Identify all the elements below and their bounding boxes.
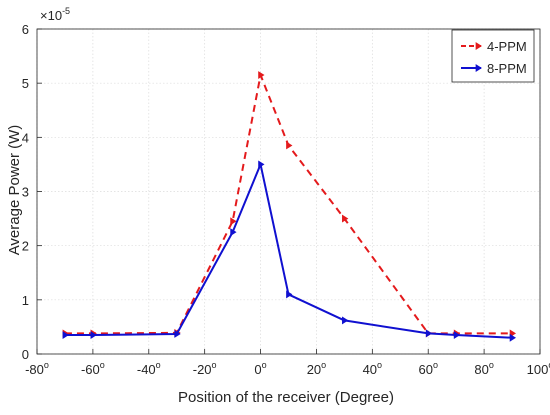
data-series	[62, 71, 517, 342]
y-tick-label: 4	[22, 130, 29, 145]
data-point-8-ppm	[62, 331, 69, 339]
legend-marker-4-ppm	[475, 42, 482, 50]
data-point-4-ppm	[230, 217, 237, 226]
data-point-8-ppm	[342, 316, 349, 325]
data-point-8-ppm	[509, 333, 517, 342]
y-tick-label: 1	[22, 293, 29, 308]
x-tick-label: 60o	[418, 360, 437, 377]
data-point-8-ppm	[453, 331, 461, 339]
x-tick-label: -80o	[25, 360, 49, 377]
legend-label-8-ppm: 8-PPM	[487, 61, 527, 76]
data-point-4-ppm	[286, 141, 293, 150]
x-tick-label: 100o	[527, 360, 550, 377]
y-tick-label: 6	[22, 22, 29, 37]
y-tick-label: 3	[22, 185, 29, 200]
legend-box	[451, 29, 535, 83]
data-point-8-ppm	[258, 160, 265, 169]
data-point-4-ppm	[258, 71, 265, 79]
data-point-8-ppm	[286, 290, 293, 299]
data-point-8-ppm	[230, 228, 237, 237]
y-tick-label: 5	[22, 76, 29, 91]
data-point-8-ppm	[174, 330, 181, 338]
axis-ticks: -80o -60o -40o -20o 0o 20o 40o 60o 80o 100o 0 1 2 3 4 5…	[22, 22, 550, 377]
data-point-4-ppm	[342, 214, 349, 223]
x-tick-label: 40o	[363, 360, 382, 377]
y-axis-title: Average Power (W)	[6, 125, 23, 256]
x-tick-label: 20o	[307, 360, 326, 377]
x-axis-title: Position of the receiver (Degree)	[178, 389, 394, 406]
data-point-8-ppm	[90, 331, 97, 339]
x-tick-label: 80o	[474, 360, 493, 377]
x-tick-label: -40o	[137, 360, 161, 377]
data-point-8-ppm	[425, 329, 433, 338]
series-8-ppm	[62, 160, 517, 342]
legend-label-4-ppm: 4-PPM	[487, 39, 527, 54]
legend-marker-8-ppm	[475, 64, 482, 72]
x-tick-label: -60o	[81, 360, 105, 377]
x-tick-label: 0o	[254, 360, 266, 377]
legend: 4-PPM 8-PPM	[451, 29, 535, 83]
series-line-8-ppm	[64, 163, 513, 339]
y-tick-label: 0	[22, 347, 29, 362]
x-tick-label: -20o	[193, 360, 217, 377]
y-tick-label: 2	[22, 239, 29, 254]
y-exponent-power: -5	[62, 6, 70, 16]
y-exponent-base: ×10	[40, 8, 62, 23]
y-axis-exponent: ×10-5	[40, 6, 70, 23]
